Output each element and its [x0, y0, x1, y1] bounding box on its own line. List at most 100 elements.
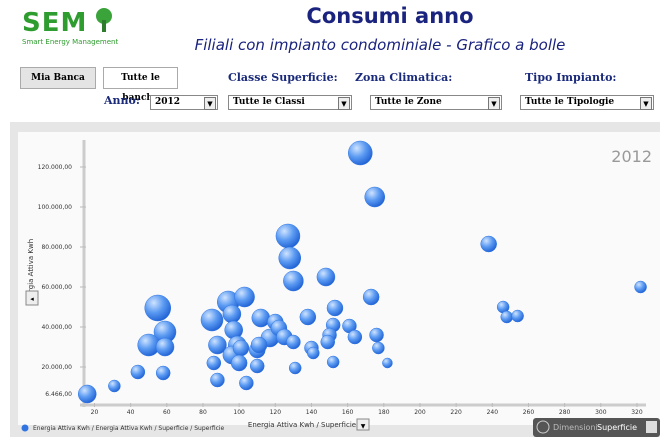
axis-dropdown[interactable] [356, 418, 370, 431]
bubble [500, 310, 514, 324]
bubble [222, 304, 242, 324]
y-tick-label: 80.000,00 [41, 244, 72, 251]
bubble [362, 288, 380, 306]
legend-swatch [21, 424, 29, 432]
bubble [283, 270, 304, 292]
bubble [278, 246, 302, 270]
tab[interactable]: Tutte le banche [103, 67, 178, 103]
select[interactable]: Tutte le Zone ▼ [370, 95, 502, 110]
watermark: 2012 [611, 147, 652, 166]
x-tick-label: 300 [595, 409, 607, 416]
select[interactable]: 2012 ▼ [150, 95, 218, 110]
select-value: 2012 [155, 97, 181, 107]
bubble [206, 355, 222, 371]
bubble [316, 267, 336, 287]
select-arrow: ▼ [338, 97, 350, 110]
bubble [382, 357, 393, 369]
bubble [232, 339, 250, 357]
logo-tree [96, 8, 112, 32]
select-arrow: ▼ [204, 97, 216, 110]
bubble [200, 308, 224, 332]
bubble [480, 235, 497, 253]
bubble [326, 355, 340, 369]
dimension-control[interactable] [533, 418, 660, 437]
filter-label: Tipo Impianto: [525, 71, 617, 84]
logo: SEM [22, 8, 88, 38]
x-tick-label: 80 [199, 409, 207, 416]
dimension-dropdown[interactable] [646, 421, 657, 433]
bubble [234, 286, 255, 308]
filter-label: Classe Superficie: [228, 71, 338, 84]
collapse-button[interactable] [25, 290, 39, 306]
bubble [208, 335, 227, 355]
bubble [364, 186, 386, 208]
x-tick-label: 200 [414, 409, 426, 416]
bubble [108, 379, 121, 393]
bubble [251, 308, 271, 328]
bubble [347, 329, 363, 345]
select[interactable]: Tutte le Tipologie ▼ [520, 95, 654, 110]
bubble [155, 365, 171, 381]
x-tick-label: 140 [306, 409, 318, 416]
bubble [320, 334, 335, 350]
bubble [239, 375, 254, 391]
bubble [275, 223, 301, 249]
page-subtitle: Filiali con impianto condominiale - Graf… [194, 36, 566, 54]
y-tick-label: 40.000,00 [41, 324, 72, 331]
bubble [210, 372, 225, 388]
x-tick-label: 180 [378, 409, 390, 416]
filter-label: Zona Climatica: [355, 71, 453, 84]
x-tick-label: 60 [163, 409, 171, 416]
bubble [369, 327, 384, 343]
bubble [288, 361, 302, 375]
x-tick-label: 280 [559, 409, 571, 416]
x-tick-label: 20 [91, 409, 99, 416]
logo-subtitle: Smart Energy Management [22, 38, 119, 46]
plot-background [18, 132, 660, 425]
bubble [372, 341, 385, 355]
x-axis-label: Energia Attiva Kwh / Superficie [248, 421, 356, 429]
bubble [326, 299, 344, 317]
filter-label: Anno: [104, 94, 140, 107]
dropdown-arrow: ▼ [361, 423, 366, 430]
y-tick-label: 120.000,00 [38, 164, 73, 171]
dimension-label: Dimensioni: [553, 423, 600, 432]
x-tick-label: 220 [450, 409, 462, 416]
x-tick-label: 260 [523, 409, 535, 416]
bubble [348, 140, 373, 166]
collapse-arrow: ◂ [30, 295, 34, 303]
select-value: Tutte le Classi [233, 97, 305, 107]
x-tick-label: 240 [487, 409, 499, 416]
y-tick-label: 6.466,00 [45, 391, 72, 398]
bubble [511, 309, 524, 323]
bubble [634, 280, 647, 294]
x-tick-label: 100 [233, 409, 245, 416]
dimension-icon [536, 420, 550, 434]
select-arrow: ▼ [488, 97, 500, 110]
dimension-value: Superficie [597, 423, 637, 432]
bubble [155, 337, 175, 357]
bubble [144, 294, 172, 322]
bubble [130, 364, 146, 380]
bubble [249, 358, 265, 374]
page-title: Consumi anno [306, 4, 474, 28]
x-tick-label: 120 [270, 409, 282, 416]
x-tick-label: 40 [127, 409, 135, 416]
select-value: Tutte le Zone [375, 97, 442, 107]
tab[interactable]: Mia Banca [20, 67, 96, 89]
select[interactable]: Tutte le Classi ▼ [228, 95, 352, 110]
bubble [299, 308, 317, 326]
bubble [230, 354, 248, 372]
y-axis-label: Energia Attiva Kwh [27, 239, 35, 305]
select-value: Tutte le Tipologie [525, 97, 615, 107]
x-tick-label: 320 [631, 409, 643, 416]
y-tick-label: 60.000,00 [41, 284, 72, 291]
y-tick-label: 20.000,00 [41, 364, 72, 371]
y-tick-label: 100.000,00 [38, 204, 73, 211]
legend-label: Energia Attiva Kwh / Energia Attiva Kwh … [33, 425, 225, 432]
select-arrow: ▼ [640, 97, 652, 110]
x-tick-label: 160 [342, 409, 354, 416]
bubble [307, 346, 320, 360]
